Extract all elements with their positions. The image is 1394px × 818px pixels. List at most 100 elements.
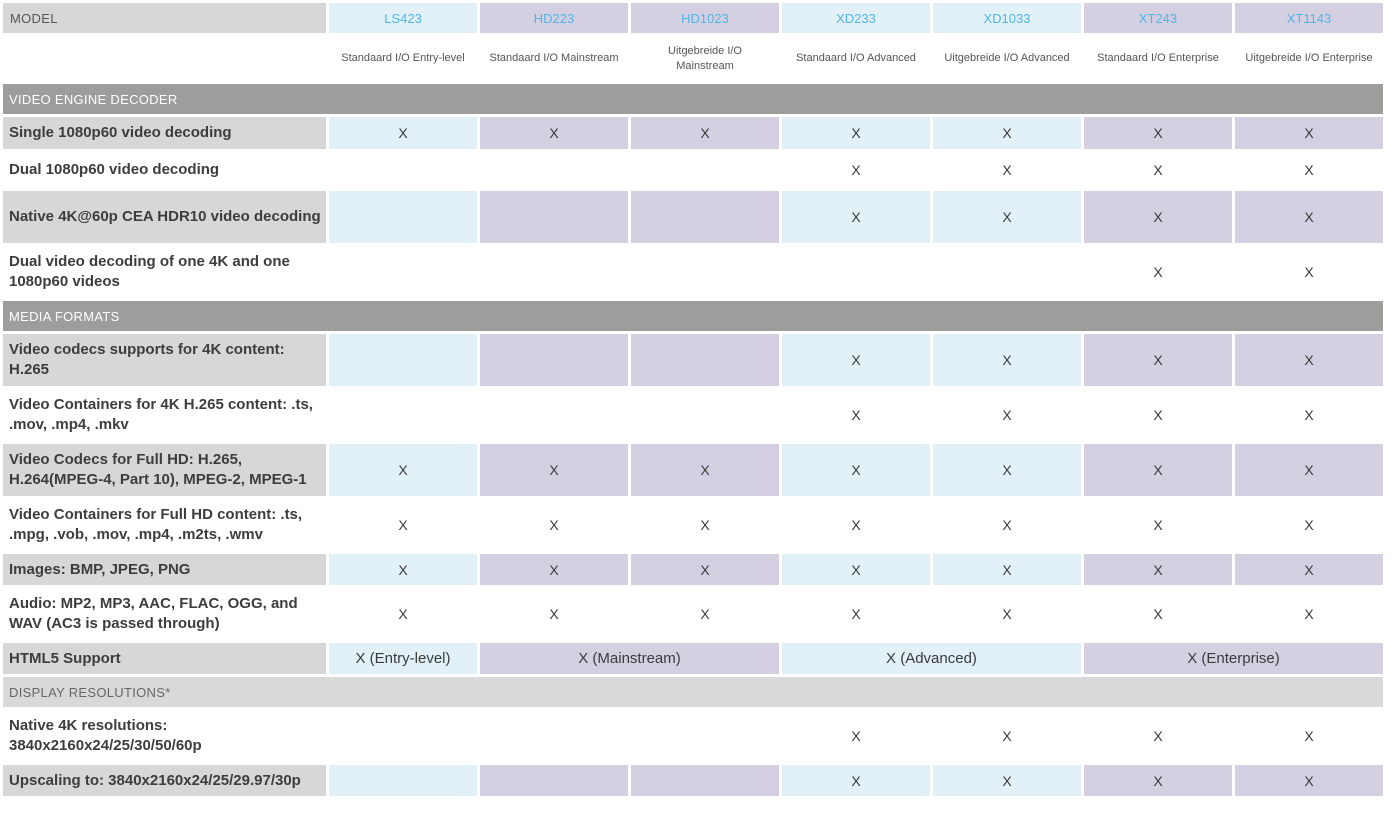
empty-cell xyxy=(631,765,779,796)
row-label: Images: BMP, JPEG, PNG xyxy=(3,554,326,585)
row-label: Audio: MP2, MP3, AAC, FLAC, OGG, and WAV… xyxy=(3,588,326,640)
table-row: Upscaling to: 3840x2160x24/25/29.97/30p … xyxy=(3,765,1383,796)
empty-cell xyxy=(329,334,477,386)
model-link-hd223[interactable]: HD223 xyxy=(480,3,628,33)
support-mark: X xyxy=(700,606,710,622)
support-mark: X xyxy=(631,117,779,149)
support-mark: X xyxy=(1235,334,1383,386)
section-title: DISPLAY RESOLUTIONS* xyxy=(3,677,1383,707)
support-mark: X xyxy=(1304,264,1314,280)
empty-cell xyxy=(631,710,779,762)
table-row: Video codecs supports for 4K content: H.… xyxy=(3,334,1383,386)
empty-cell xyxy=(329,152,477,188)
support-mark: X xyxy=(782,117,930,149)
support-mark: X xyxy=(1153,162,1163,178)
model-link-ls423[interactable]: LS423 xyxy=(329,3,477,33)
support-mark: X xyxy=(851,606,861,622)
empty-cell xyxy=(480,389,628,441)
model-link-xd233[interactable]: XD233 xyxy=(782,3,930,33)
support-mark: X xyxy=(700,517,710,533)
support-mark: X xyxy=(1304,162,1314,178)
support-mark: X xyxy=(480,117,628,149)
model-header-row: MODEL LS423 HD223 HD1023 XD233 XD1033 XT… xyxy=(3,3,1383,33)
html5-mainstream: X (Mainstream) xyxy=(480,643,779,674)
support-mark: X xyxy=(1002,517,1012,533)
subtitle-spacer xyxy=(3,36,326,81)
support-mark: X xyxy=(549,606,559,622)
support-mark: X xyxy=(329,444,477,496)
model-link-hd1023[interactable]: HD1023 xyxy=(631,3,779,33)
support-mark: X xyxy=(480,444,628,496)
section-title: MEDIA FORMATS xyxy=(3,301,1383,331)
support-mark: X xyxy=(782,554,930,585)
support-mark: X xyxy=(782,444,930,496)
support-mark: X xyxy=(933,191,1081,243)
model-label: MODEL xyxy=(3,3,326,33)
html5-enterprise: X (Enterprise) xyxy=(1084,643,1383,674)
support-mark: X xyxy=(851,517,861,533)
empty-cell xyxy=(329,710,477,762)
empty-cell xyxy=(933,246,1081,298)
support-mark: X xyxy=(1084,191,1232,243)
model-subtitle: Standaard I/O Entry-level xyxy=(341,52,465,64)
support-mark: X xyxy=(851,728,861,744)
support-mark: X xyxy=(329,117,477,149)
row-label: Single 1080p60 video decoding xyxy=(3,117,326,149)
model-link-xd1033[interactable]: XD1033 xyxy=(933,3,1081,33)
support-mark: X xyxy=(1153,606,1163,622)
row-label: Dual video decoding of one 4K and one 10… xyxy=(3,246,326,298)
empty-cell xyxy=(329,246,477,298)
support-mark: X xyxy=(782,191,930,243)
table-row: Dual 1080p60 video decoding X X X X xyxy=(3,152,1383,188)
row-label: Video Codecs for Full HD: H.265, H.264(M… xyxy=(3,444,326,496)
model-link-xt243[interactable]: XT243 xyxy=(1084,3,1232,33)
table-row: Video Containers for Full HD content: .t… xyxy=(3,499,1383,551)
html5-entry: X (Entry-level) xyxy=(329,643,477,674)
row-label: HTML5 Support xyxy=(3,643,326,674)
support-mark: X xyxy=(1002,606,1012,622)
support-mark: X xyxy=(1153,264,1163,280)
support-mark: X xyxy=(1002,728,1012,744)
support-mark: X xyxy=(480,554,628,585)
model-subtitle-row: Standaard I/O Entry-level Standaard I/O … xyxy=(3,36,1383,81)
empty-cell xyxy=(329,765,477,796)
support-mark: X xyxy=(1235,191,1383,243)
empty-cell xyxy=(480,710,628,762)
model-link-xt1143[interactable]: XT1143 xyxy=(1235,3,1383,33)
model-subtitle: Uitgebreide I/O Mainstream xyxy=(668,44,742,72)
model-subtitle: Uitgebreide I/O Advanced xyxy=(944,52,1070,64)
support-mark: X xyxy=(1304,606,1314,622)
table-row: Single 1080p60 video decoding X X X X X … xyxy=(3,117,1383,149)
model-subtitle: Uitgebreide I/O Enterprise xyxy=(1245,52,1373,64)
support-mark: X xyxy=(1304,728,1314,744)
row-label: Video Containers for Full HD content: .t… xyxy=(3,499,326,551)
table-row: Native 4K resolutions: 3840x2160x24/25/3… xyxy=(3,710,1383,762)
table-row: Video Codecs for Full HD: H.265, H.264(M… xyxy=(3,444,1383,496)
table-row: Audio: MP2, MP3, AAC, FLAC, OGG, and WAV… xyxy=(3,588,1383,640)
support-mark: X xyxy=(1235,444,1383,496)
support-mark: X xyxy=(1084,117,1232,149)
table-row: HTML5 Support X (Entry-level) X (Mainstr… xyxy=(3,643,1383,674)
model-subtitle: Standaard I/O Advanced xyxy=(796,52,916,64)
support-mark: X xyxy=(933,765,1081,796)
row-label: Video codecs supports for 4K content: H.… xyxy=(3,334,326,386)
support-mark: X xyxy=(631,554,779,585)
empty-cell xyxy=(631,246,779,298)
support-mark: X xyxy=(1084,334,1232,386)
support-mark: X xyxy=(782,334,930,386)
empty-cell xyxy=(480,246,628,298)
support-mark: X xyxy=(1153,728,1163,744)
support-mark: X xyxy=(933,554,1081,585)
support-mark: X xyxy=(1153,517,1163,533)
empty-cell xyxy=(480,765,628,796)
model-subtitle: Standaard I/O Enterprise xyxy=(1097,52,1219,64)
model-comparison-table: MODEL LS423 HD223 HD1023 XD233 XD1033 XT… xyxy=(3,3,1383,796)
support-mark: X xyxy=(1084,444,1232,496)
support-mark: X xyxy=(782,765,930,796)
support-mark: X xyxy=(933,444,1081,496)
support-mark: X xyxy=(398,517,408,533)
support-mark: X xyxy=(851,407,861,423)
support-mark: X xyxy=(329,554,477,585)
section-video-engine: VIDEO ENGINE DECODER xyxy=(3,84,1383,114)
